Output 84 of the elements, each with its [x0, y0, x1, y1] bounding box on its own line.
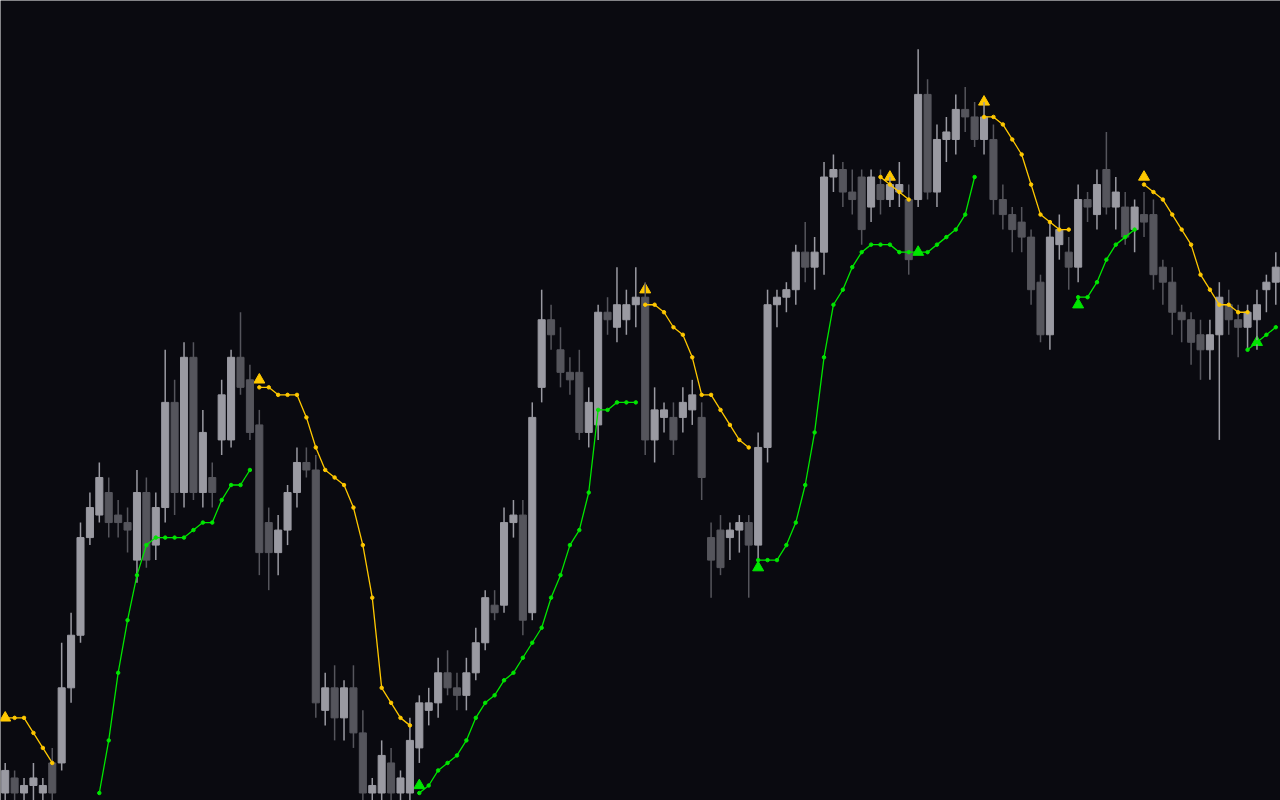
point — [752, 560, 765, 572]
point — [0, 711, 12, 722]
point — [1057, 227, 1062, 232]
point — [398, 715, 403, 721]
point — [1072, 297, 1085, 309]
point — [21, 715, 27, 721]
point — [1151, 189, 1156, 195]
point — [322, 467, 328, 473]
point — [351, 505, 356, 510]
point — [304, 415, 309, 420]
point — [40, 745, 46, 751]
point — [31, 730, 36, 736]
point — [699, 392, 704, 398]
point — [407, 723, 413, 728]
candlestick — [603, 296, 612, 336]
point — [1038, 212, 1043, 217]
point — [680, 332, 686, 338]
point — [981, 114, 987, 120]
point — [370, 595, 375, 600]
point — [887, 182, 893, 187]
candlestick — [1064, 236, 1073, 291]
candlestick — [631, 266, 640, 329]
point — [413, 778, 426, 790]
point — [313, 445, 319, 450]
candlestick — [1, 762, 10, 800]
point — [897, 189, 902, 195]
point — [1170, 212, 1175, 217]
point — [294, 392, 300, 398]
point — [1245, 309, 1250, 315]
candlestick — [208, 461, 217, 509]
point — [1138, 170, 1151, 181]
candlestick — [744, 514, 753, 599]
point — [341, 482, 347, 488]
point — [642, 302, 648, 307]
point — [285, 392, 290, 398]
point — [1028, 182, 1034, 187]
point — [690, 355, 695, 360]
point — [652, 302, 657, 307]
point — [266, 385, 271, 390]
point — [379, 685, 384, 691]
point — [275, 392, 281, 398]
point — [708, 392, 714, 398]
candlestick — [876, 168, 885, 216]
point — [1188, 242, 1194, 247]
candlestick — [490, 589, 499, 621]
candlestick — [321, 672, 330, 727]
point — [12, 715, 17, 721]
point — [661, 309, 667, 315]
point — [1179, 227, 1184, 232]
point — [1160, 197, 1166, 202]
point — [718, 407, 723, 413]
point — [1217, 302, 1222, 307]
point — [50, 760, 55, 766]
point — [746, 445, 751, 450]
candlestick — [1111, 176, 1120, 231]
candlestick — [1130, 198, 1139, 253]
point — [906, 197, 911, 202]
candlestick — [801, 221, 810, 283]
point — [1066, 227, 1071, 232]
point — [671, 325, 676, 330]
point — [1226, 302, 1231, 307]
point — [257, 385, 262, 390]
point — [727, 422, 733, 428]
point — [1207, 287, 1213, 292]
point — [388, 700, 394, 706]
candlestick — [462, 657, 471, 712]
point — [1047, 219, 1053, 225]
point — [1000, 122, 1006, 127]
candlestick — [10, 769, 19, 800]
point — [360, 542, 366, 548]
point — [878, 174, 883, 180]
point — [1198, 272, 1203, 277]
point — [737, 437, 742, 443]
candlestick — [1083, 191, 1092, 223]
point — [1019, 152, 1024, 157]
point — [253, 372, 266, 384]
candlestick — [556, 326, 565, 389]
candlestick — [547, 303, 556, 351]
point — [1235, 309, 1241, 315]
point — [332, 475, 337, 480]
point — [1010, 137, 1015, 142]
point — [991, 114, 996, 120]
point — [1141, 182, 1147, 187]
candlestick — [669, 401, 678, 456]
